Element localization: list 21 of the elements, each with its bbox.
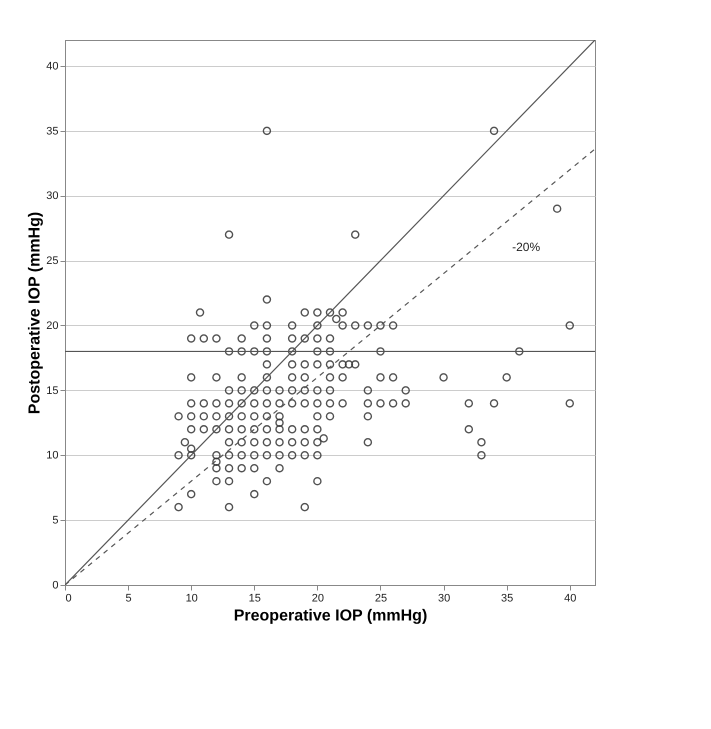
x-axis-title: Preoperative IOP (mmHg) xyxy=(234,608,428,624)
annotation: -20% xyxy=(512,240,540,254)
x-tick-label: 35 xyxy=(501,592,514,604)
x-tick-label: 0 xyxy=(66,592,72,604)
y-tick-label: 15 xyxy=(46,384,58,397)
y-tick-label: 25 xyxy=(46,255,58,268)
y-tick-label: 30 xyxy=(46,190,58,202)
y-tick-label: 10 xyxy=(46,450,58,462)
y-tick-label: 35 xyxy=(46,125,58,138)
x-tick-label: 25 xyxy=(374,592,388,604)
y-axis-title: Postoperative IOP (mmHg) xyxy=(26,212,44,414)
x-tick-label: 5 xyxy=(126,592,132,604)
x-tick-label: 10 xyxy=(186,592,198,604)
x-tick-label: 15 xyxy=(248,592,261,604)
x-tick-label: 40 xyxy=(564,592,576,604)
x-tick-label: 20 xyxy=(312,592,324,604)
y-tick-label: 5 xyxy=(52,514,58,527)
x-tick-label: 30 xyxy=(438,592,450,604)
y-tick-label: 40 xyxy=(46,60,58,72)
y-tick-label: 0 xyxy=(52,580,58,592)
y-tick-label: 20 xyxy=(46,320,58,332)
